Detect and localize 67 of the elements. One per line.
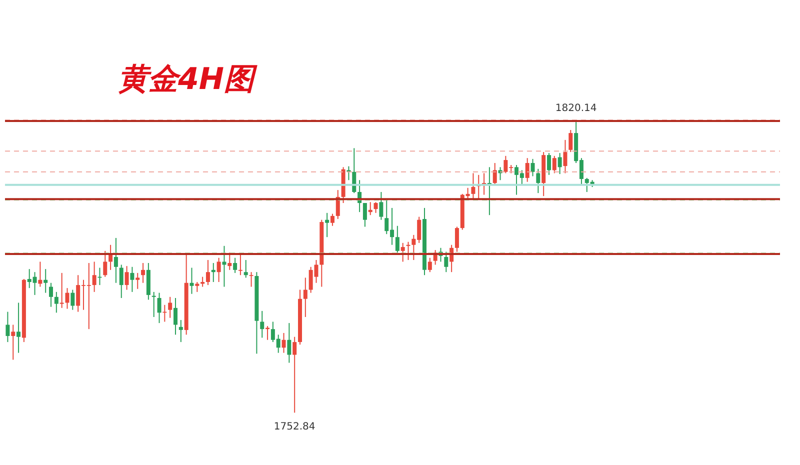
candlestick [238,253,242,276]
candlestick [487,166,492,216]
candlestick [130,266,134,292]
candlestick [6,311,10,343]
candlestick [44,268,48,294]
candlestick [103,250,108,278]
candlestick [400,242,405,262]
candlestick [233,257,238,274]
candlestick [11,324,16,360]
candlestick [38,261,42,288]
candlestick [325,212,330,238]
candlestick [530,158,535,177]
candlestick [92,261,96,292]
candlestick [152,291,156,318]
candlestick [222,245,226,288]
candlestick [352,148,356,194]
candlestick [395,225,400,254]
candlestick [536,168,540,194]
candlestick [568,130,573,153]
candlestick [525,158,530,182]
candlestick [282,332,286,354]
candlestick [114,237,118,284]
candlestick [119,264,124,298]
candlestick [444,251,448,273]
candlestick [406,241,410,260]
candlestick [492,162,497,186]
candlestick [60,272,64,308]
candlestick [249,272,254,288]
candlestick [558,152,562,175]
candlestick [379,191,384,220]
annotation: 1752.84 [274,422,316,433]
candlestick [428,257,432,273]
candlestick [70,289,75,310]
chart-title: 黄金4H图 [118,62,258,97]
candlestick [260,310,264,338]
candlestick [292,336,297,414]
candlestick [16,302,21,354]
candlestick [108,244,113,270]
candlestick [124,266,129,290]
candlestick [330,213,334,226]
candlestick [49,282,54,308]
candlestick [168,296,172,318]
candlestick [368,202,372,216]
annotation: 1820.14 [555,103,597,114]
candlestick [178,320,183,343]
candlestick [190,267,194,294]
candlestick [244,259,248,278]
candlestick [552,155,556,174]
candlestick [471,172,476,200]
candlestick [563,139,568,174]
candlestick [303,277,308,318]
candlestick [206,259,210,286]
candlestick [287,322,292,364]
candlestick [454,226,459,252]
candlestick [362,202,367,228]
candlestick [157,292,162,324]
candlestick [174,297,178,336]
candlestick [54,291,58,314]
candlestick [65,288,70,310]
candlestick [228,252,232,270]
candlestick [195,282,200,292]
candlestick [141,262,146,284]
candlestick [216,257,221,283]
candlestick [211,262,216,283]
candlestick [136,272,140,290]
candlestick [374,202,378,214]
candlestick [546,152,551,176]
